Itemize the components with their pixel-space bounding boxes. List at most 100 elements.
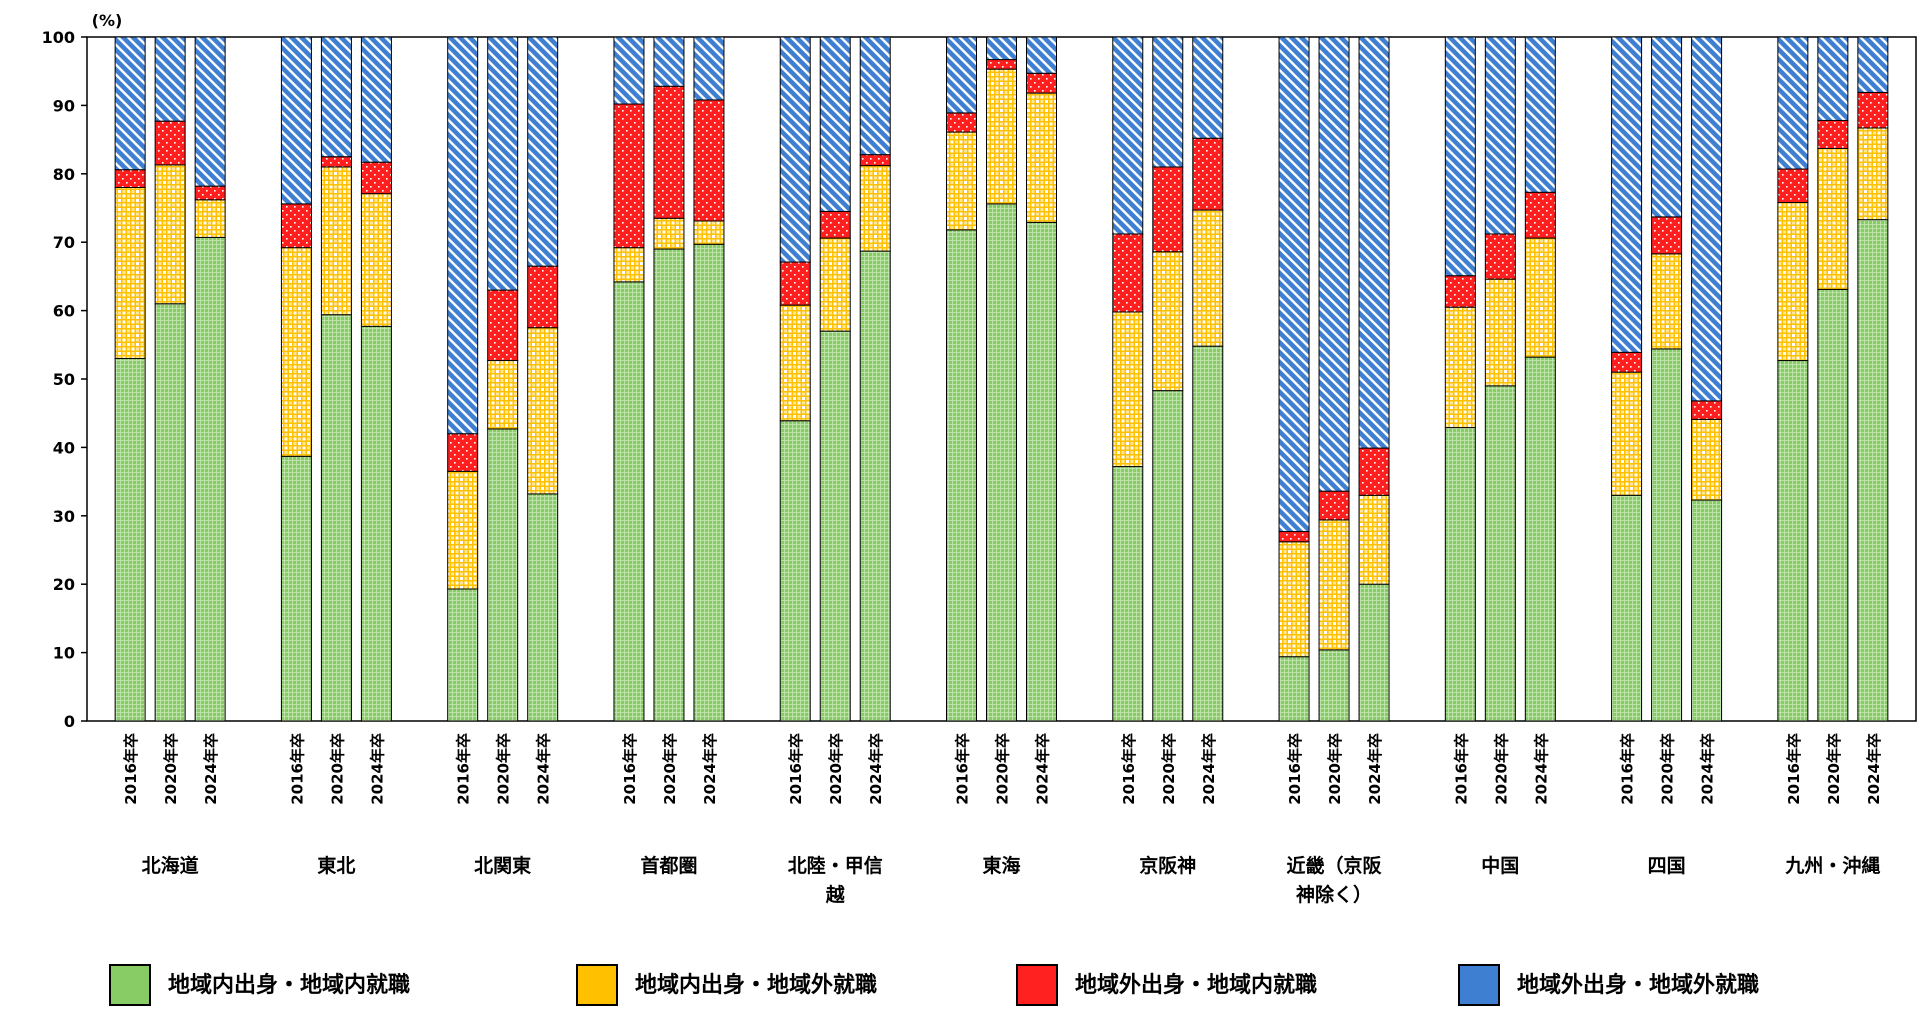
x-tick-label: 2016年卒: [455, 733, 473, 805]
y-tick-label: 50: [53, 370, 75, 389]
bar-segment: [1152, 166, 1184, 253]
bar-segment: [1152, 251, 1184, 392]
bar-segment: [779, 304, 811, 422]
bar-segment: [360, 325, 392, 722]
bar-segment: [320, 36, 352, 158]
bar-segment: [1651, 36, 1683, 218]
bar-segment: [487, 36, 519, 291]
y-tick-label: 100: [42, 28, 75, 47]
legend-label: 地域外出身・地域内就職: [1075, 972, 1317, 998]
y-tick-label: 20: [53, 575, 75, 594]
y-tick-label: 60: [53, 302, 75, 321]
bar-segment: [1358, 583, 1390, 722]
bar-segment: [1484, 385, 1516, 722]
bar-segment: [1278, 36, 1310, 533]
bar-segment: [114, 357, 146, 722]
bar-segment: [819, 36, 851, 212]
bar-segment: [360, 36, 392, 163]
bar-segment: [986, 36, 1017, 61]
bar-segment: [154, 164, 186, 305]
x-tick-label: 2024年卒: [867, 733, 885, 805]
bar-segment: [986, 59, 1017, 70]
bar-segment: [320, 156, 352, 168]
bar-segment: [527, 265, 559, 329]
x-tick-label: 2016年卒: [288, 733, 306, 805]
bar-segment: [1524, 237, 1556, 358]
bar-segment: [1278, 541, 1310, 658]
y-tick-label: 10: [53, 644, 75, 663]
bar-segment: [779, 420, 811, 722]
y-tick-label: 40: [53, 438, 75, 457]
bar-segment: [1318, 519, 1350, 651]
bar-segment: [653, 217, 685, 250]
bar-segment: [946, 36, 977, 114]
x-tick-label: 2020年卒: [1160, 733, 1178, 805]
bar-segment: [653, 248, 685, 722]
bar-segment: [1651, 253, 1683, 350]
group-label: 北陸・甲信: [788, 854, 883, 877]
legend-swatch: [1458, 964, 1500, 1006]
bar-segment: [1026, 221, 1057, 722]
bar-segment: [447, 470, 479, 590]
group-label: 神除く）: [1296, 883, 1372, 906]
bar-segment: [1777, 202, 1809, 362]
legend-swatch: [109, 964, 151, 1006]
bar-segment: [1112, 466, 1144, 722]
group-label: 東海: [982, 854, 1020, 877]
bar-segment: [1817, 288, 1849, 722]
bar-segment: [946, 229, 977, 722]
bar-segment: [1152, 390, 1184, 722]
group-label: 中国: [1481, 854, 1519, 877]
bar-segment: [653, 85, 685, 219]
bar-segment: [1691, 400, 1723, 420]
bar-segment: [1026, 72, 1057, 94]
group-label: 四国: [1648, 855, 1686, 877]
group-label: 京阪神: [1139, 854, 1196, 877]
bar-segment: [194, 236, 226, 722]
bar-segment: [1192, 209, 1224, 347]
x-tick-label: 2024年卒: [1200, 733, 1218, 805]
legend-swatch: [1016, 964, 1058, 1006]
bar-segment: [1152, 36, 1184, 168]
bar-segment: [1651, 216, 1683, 255]
bar-segment: [693, 36, 725, 101]
bar-segment: [1484, 278, 1516, 387]
bar-segment: [693, 99, 725, 222]
bar-segment: [447, 588, 479, 722]
bar-segment: [613, 36, 645, 105]
bar-segment: [194, 185, 226, 201]
bar-segment: [1817, 147, 1849, 290]
bar-segment: [1484, 36, 1516, 235]
x-tick-label: 2024年卒: [701, 733, 719, 805]
bar-segment: [613, 281, 645, 722]
bar-segment: [487, 289, 519, 362]
bar-segment: [320, 314, 352, 722]
bar-segment: [819, 330, 851, 722]
y-tick-label: 0: [64, 712, 75, 731]
bar-segment: [194, 36, 226, 187]
x-tick-label: 2016年卒: [1120, 733, 1138, 805]
bar-segment: [527, 493, 559, 722]
y-axis-label: (%): [92, 11, 123, 30]
bar-segment: [1112, 311, 1144, 468]
x-tick-label: 2016年卒: [1785, 733, 1803, 805]
group-label: 東北: [317, 854, 355, 877]
bar-segment: [1524, 191, 1556, 239]
x-tick-label: 2024年卒: [368, 733, 386, 805]
bar-segment: [1611, 371, 1643, 496]
bar-segment: [527, 327, 559, 495]
bar-segment: [779, 261, 811, 306]
x-tick-label: 2024年卒: [1865, 733, 1883, 805]
bar-segment: [1524, 356, 1556, 722]
bar-segment: [1611, 351, 1643, 373]
bar-segment: [1857, 127, 1889, 221]
bar-segment: [1444, 306, 1476, 429]
group-label: 九州・沖縄: [1784, 854, 1880, 877]
bar-segment: [1318, 36, 1350, 492]
bar-segment: [1691, 418, 1723, 501]
bar-segment: [1611, 494, 1643, 722]
x-tick-label: 2020年卒: [1326, 733, 1344, 805]
bar-segment: [613, 103, 645, 249]
bar-segment: [1358, 36, 1390, 449]
